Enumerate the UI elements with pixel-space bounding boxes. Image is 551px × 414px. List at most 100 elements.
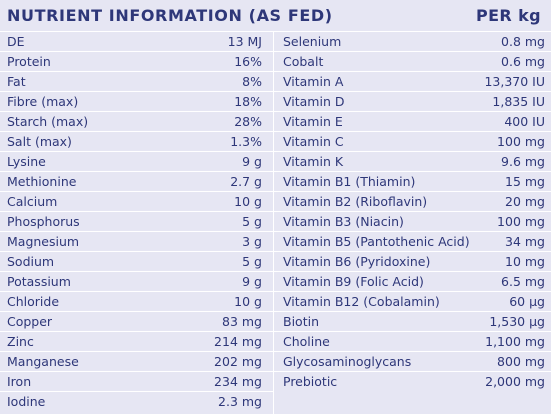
nutrient-value: 214 mg (214, 334, 262, 349)
nutrient-value: 1,835 IU (492, 94, 545, 109)
nutrient-value: 83 mg (222, 314, 262, 329)
nutrient-value: 234 mg (214, 374, 262, 389)
nutrient-value: 2,000 mg (485, 374, 545, 389)
table-row: Selenium 0.8 mg (274, 31, 551, 51)
nutrient-value: 18% (234, 94, 262, 109)
nutrient-name: Manganese (7, 354, 79, 369)
nutrient-value: 0.6 mg (501, 54, 545, 69)
table-row: Choline 1,100 mg (274, 331, 551, 351)
nutrient-value: 0.8 mg (501, 34, 545, 49)
nutrient-name: Magnesium (7, 234, 80, 249)
nutrient-name: Starch (max) (7, 114, 89, 129)
nutrient-name: Selenium (283, 34, 342, 49)
table-row: Copper 83 mg (0, 311, 273, 331)
nutrient-name: Vitamin B5 (Pantothenic Acid) (283, 234, 470, 249)
table-row: Vitamin E 400 IU (274, 111, 551, 131)
title: NUTRIENT INFORMATION (AS FED) (7, 6, 333, 25)
table-row: Vitamin B3 (Niacin) 100 mg (274, 211, 551, 231)
nutrient-value: 9.6 mg (501, 154, 545, 169)
nutrient-value: 3 g (242, 234, 262, 249)
nutrient-value: 60 µg (509, 294, 545, 309)
nutrient-name: Lysine (7, 154, 46, 169)
table-row: Fibre (max) 18% (0, 91, 273, 111)
nutrient-value: 16% (234, 54, 262, 69)
nutrient-value: 202 mg (214, 354, 262, 369)
table-row: Manganese 202 mg (0, 351, 273, 371)
nutrient-name: Fibre (max) (7, 94, 79, 109)
table-row: Vitamin B1 (Thiamin) 15 mg (274, 171, 551, 191)
nutrient-value: 100 mg (497, 134, 545, 149)
nutrient-name: Biotin (283, 314, 319, 329)
nutrient-value: 1,530 µg (489, 314, 545, 329)
nutrient-name: Vitamin E (283, 114, 343, 129)
nutrient-name: Sodium (7, 254, 55, 269)
table-row: Fat 8% (0, 71, 273, 91)
nutrient-value: 28% (234, 114, 262, 129)
nutrient-value: 1.3% (230, 134, 262, 149)
left-column: DE 13 MJ Protein 16% Fat 8% Fibre (max) 18% Star… (0, 31, 273, 411)
nutrient-name: Choline (283, 334, 330, 349)
nutrient-value: 100 mg (497, 214, 545, 229)
table-row: Vitamin A 13,370 IU (274, 71, 551, 91)
nutrient-value: 6.5 mg (501, 274, 545, 289)
table-row: Vitamin B6 (Pyridoxine) 10 mg (274, 251, 551, 271)
table-row: Calcium 10 g (0, 191, 273, 211)
nutrient-name: DE (7, 34, 25, 49)
nutrient-value: 13,370 IU (484, 74, 545, 89)
nutrient-name: Salt (max) (7, 134, 72, 149)
table-row: Iron 234 mg (0, 371, 273, 391)
nutrient-value: 15 mg (505, 174, 545, 189)
nutrient-value: 10 g (234, 294, 262, 309)
table-row: Vitamin B2 (Riboflavin) 20 mg (274, 191, 551, 211)
nutrient-name: Vitamin K (283, 154, 344, 169)
nutrient-value: 10 mg (505, 254, 545, 269)
table-row: Chloride 10 g (0, 291, 273, 311)
nutrient-name: Copper (7, 314, 53, 329)
nutrient-name: Iron (7, 374, 32, 389)
nutrient-name: Vitamin C (283, 134, 344, 149)
table-row: Starch (max) 28% (0, 111, 273, 131)
nutrient-name: Phosphorus (7, 214, 80, 229)
table-row: Methionine 2.7 g (0, 171, 273, 191)
nutrient-value: 20 mg (505, 194, 545, 209)
table-row: Vitamin B5 (Pantothenic Acid) 34 mg (274, 231, 551, 251)
nutrient-name: Vitamin D (283, 94, 345, 109)
nutrient-value: 34 mg (505, 234, 545, 249)
nutrient-value: 5 g (242, 254, 262, 269)
table-row: Protein 16% (0, 51, 273, 71)
table-row: Lysine 9 g (0, 151, 273, 171)
nutrient-value: 5 g (242, 214, 262, 229)
nutrient-name: Iodine (7, 394, 46, 409)
nutrient-name: Vitamin A (283, 74, 344, 89)
nutrient-name: Glycosaminoglycans (283, 354, 412, 369)
nutrient-name: Vitamin B2 (Riboflavin) (283, 194, 428, 209)
nutrient-name: Zinc (7, 334, 34, 349)
nutrient-name: Chloride (7, 294, 60, 309)
nutrient-name: Prebiotic (283, 374, 338, 389)
table-row: Prebiotic 2,000 mg (274, 371, 551, 391)
nutrient-name: Calcium (7, 194, 58, 209)
table-row: Salt (max) 1.3% (0, 131, 273, 151)
table-row: Zinc 214 mg (0, 331, 273, 351)
nutrient-value: 1,100 mg (485, 334, 545, 349)
nutrient-value: 13 MJ (227, 34, 262, 49)
table-row: Sodium 5 g (0, 251, 273, 271)
nutrient-value: 2.7 g (230, 174, 262, 189)
nutrient-name: Potassium (7, 274, 71, 289)
table-row: Vitamin C 100 mg (274, 131, 551, 151)
right-column: Selenium 0.8 mg Cobalt 0.6 mg Vitamin A 13,37… (274, 31, 551, 391)
nutrient-name: Fat (7, 74, 26, 89)
table-row: Biotin 1,530 µg (274, 311, 551, 331)
nutrient-name: Vitamin B3 (Niacin) (283, 214, 404, 229)
table-row: Vitamin D 1,835 IU (274, 91, 551, 111)
table-row: Phosphorus 5 g (0, 211, 273, 231)
table-row: Iodine 2.3 mg (0, 391, 273, 411)
unit: PER kg (475, 6, 541, 25)
nutrient-value: 10 g (234, 194, 262, 209)
nutrient-name: Vitamin B1 (Thiamin) (283, 174, 416, 189)
table-row: Magnesium 3 g (0, 231, 273, 251)
nutrient-value: 400 IU (504, 114, 545, 129)
nutrient-name: Protein (7, 54, 51, 69)
table-row: Vitamin B9 (Folic Acid) 6.5 mg (274, 271, 551, 291)
